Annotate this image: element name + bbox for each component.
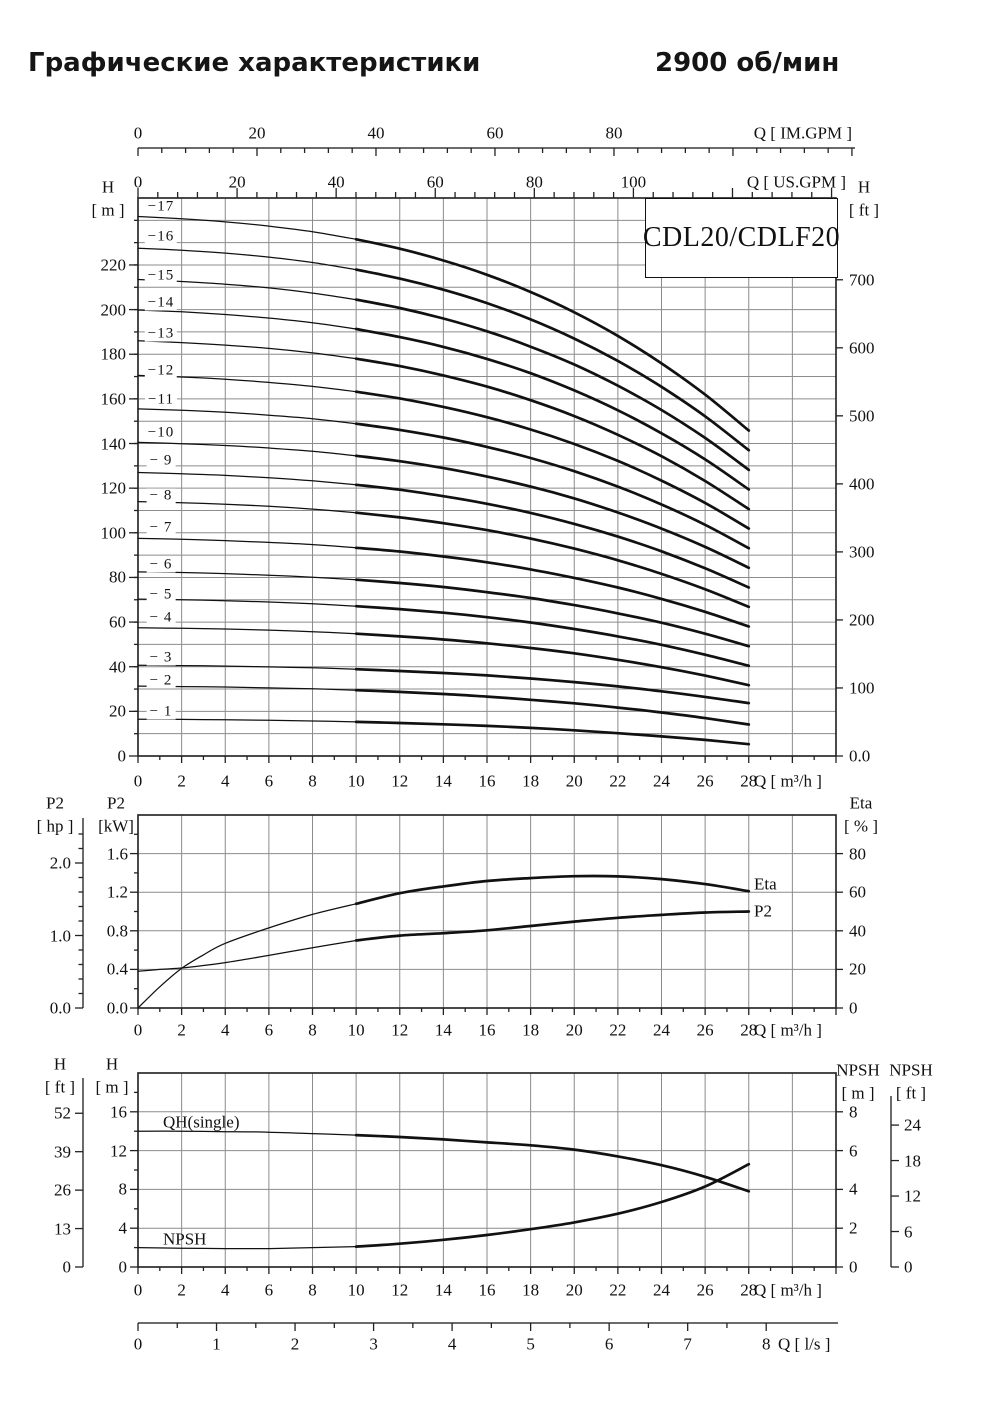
curve--4-bold xyxy=(354,632,751,687)
curve--11-thin xyxy=(137,408,357,425)
curve--5-thin xyxy=(137,598,357,607)
curve-QH(single)-bold xyxy=(354,1133,751,1193)
curve--17-bold xyxy=(354,237,751,432)
curve-QH(single)-thin xyxy=(137,1130,357,1136)
curve--2-bold xyxy=(354,688,751,726)
curve--4-thin xyxy=(137,627,357,635)
curve--14-bold xyxy=(354,327,751,491)
curve-NPSH-thin xyxy=(137,1245,357,1250)
curve--14-thin xyxy=(137,309,357,330)
curve--2-thin xyxy=(137,685,357,691)
curve--5-bold xyxy=(354,604,751,668)
curve--6-bold xyxy=(354,578,751,648)
curve--7-thin xyxy=(137,537,357,549)
curve--13-thin xyxy=(137,340,357,360)
curve--7-bold xyxy=(354,546,751,628)
curve--12-bold xyxy=(354,390,751,530)
curve--17-thin xyxy=(137,215,357,240)
curve--9-bold xyxy=(354,483,751,589)
model-label: CDL20/CDLF20 xyxy=(642,222,841,253)
curve-Eta-thin xyxy=(137,903,357,1009)
curve--12-thin xyxy=(137,374,357,393)
page-title: Графические характеристики xyxy=(28,48,481,78)
curve--16-thin xyxy=(137,247,357,271)
curve--6-thin xyxy=(137,571,357,581)
curve--10-bold xyxy=(354,454,751,570)
curve--1-bold xyxy=(354,720,751,746)
curve-Eta-bold xyxy=(354,874,751,906)
curve--8-bold xyxy=(354,511,751,609)
curve--1-thin xyxy=(137,718,357,723)
curve-NPSH-bold xyxy=(354,1162,751,1248)
curve-P2-bold xyxy=(354,910,751,942)
pump-speed-label: 2900 об/мин xyxy=(655,48,840,78)
curve--10-thin xyxy=(137,441,357,457)
curve--16-bold xyxy=(354,268,751,452)
curve--9-thin xyxy=(137,471,357,486)
curve--15-bold xyxy=(354,298,751,472)
curve--11-bold xyxy=(354,422,751,550)
curve--8-thin xyxy=(137,500,357,514)
model-label-box: CDL20/CDLF20 xyxy=(642,198,841,278)
curve--15-thin xyxy=(137,278,357,301)
curve--3-bold xyxy=(354,667,751,705)
curve-P2-thin xyxy=(137,939,357,972)
curve--3-thin xyxy=(137,664,357,670)
curve--13-bold xyxy=(354,357,751,511)
